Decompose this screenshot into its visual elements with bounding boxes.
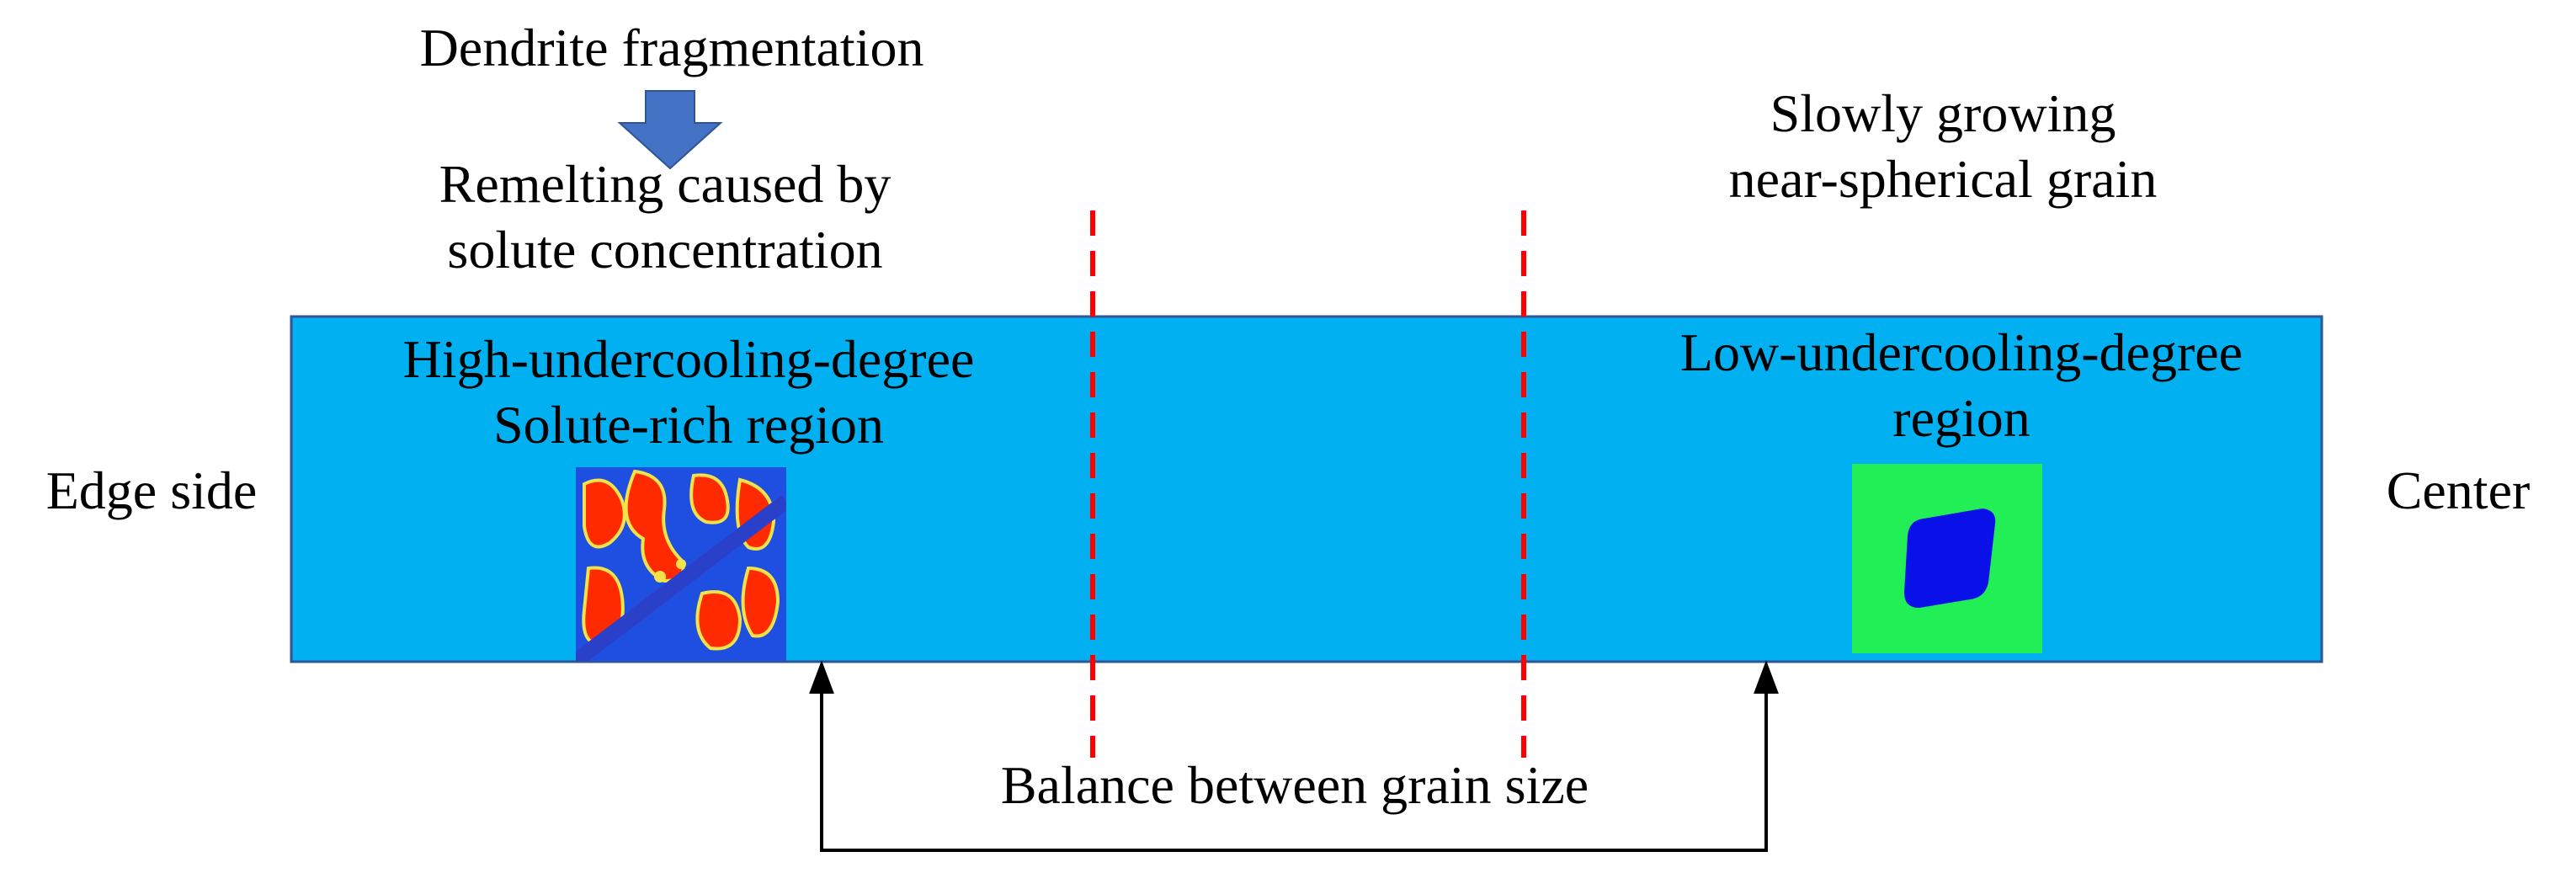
high-undercooling-line-2: Solute-rich region [493,395,884,455]
spherical-grain-image [1852,464,2042,653]
balance-connector-arrows [809,660,1779,852]
low-undercooling-region-label: Low-undercooling-degree region [1583,320,2340,451]
dendrite-microstructure-image [576,467,786,661]
remelting-line-2: solute concentration [447,220,883,280]
high-undercooling-line-1: High-undercooling-degree [402,329,975,389]
dendrite-fragmentation-label: Dendrite fragmentation [419,18,924,77]
slowly-growing-line-1: Slowly growing [1770,83,2116,143]
down-arrow-icon [617,90,723,170]
high-undercooling-region-label: High-undercooling-degree Solute-rich reg… [318,327,1059,458]
low-undercooling-line-1: Low-undercooling-degree [1679,322,2243,382]
slowly-growing-line-2: near-spherical grain [1728,149,2158,210]
center-label: Center [2386,460,2531,520]
slowly-growing-label: Slowly growing near-spherical grain [1657,81,2229,212]
low-undercooling-line-2: region [1892,388,2030,449]
remelting-line-1: Remelting caused by [439,154,891,214]
balance-label: Balance between grain size [1000,755,1589,815]
remelting-label: Remelting caused by solute concentration [362,152,968,283]
edge-side-label: Edge side [45,460,258,520]
